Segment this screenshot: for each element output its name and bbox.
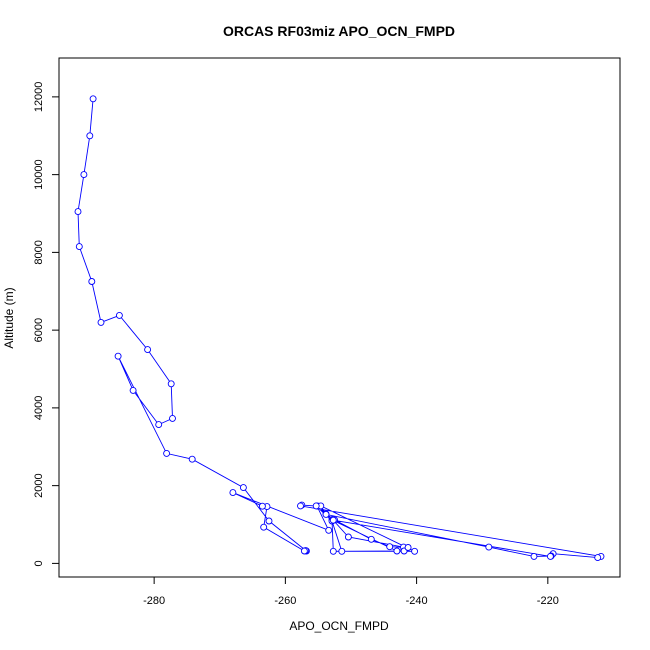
data-point (594, 554, 602, 562)
data-point (239, 484, 247, 492)
data-point (97, 318, 105, 326)
data-point (129, 386, 137, 394)
data-point (114, 352, 122, 360)
data-point (338, 547, 346, 555)
data-point (86, 132, 94, 140)
y-tick-label: 10000 (33, 159, 45, 190)
series-layer (74, 95, 605, 562)
data-point (260, 523, 268, 531)
data-point (88, 278, 96, 285)
data-point (258, 502, 266, 510)
data-point (155, 421, 163, 429)
plot-frame (58, 57, 621, 578)
data-point (530, 552, 538, 560)
data-point (393, 547, 401, 555)
data-point (80, 171, 88, 179)
chart-title: ORCAS RF03miz APO_OCN_FMPD (223, 23, 455, 39)
x-tick-label: -280 (143, 595, 165, 607)
data-point (329, 547, 337, 555)
y-tick-label: 4000 (33, 396, 45, 420)
data-point (386, 543, 394, 551)
x-tick-label: -260 (274, 595, 296, 607)
data-point (144, 346, 152, 354)
data-point (300, 547, 308, 555)
data-point (89, 95, 97, 103)
data-point (322, 510, 330, 518)
y-tick-label: 8000 (33, 240, 45, 264)
x-tick-label: -240 (406, 595, 428, 607)
data-point (265, 517, 273, 525)
y-axis: 0 2000 4000 6000 8000 10000 12000 (33, 82, 59, 566)
data-point (325, 526, 333, 534)
x-tick-label: -220 (537, 595, 559, 607)
data-point (74, 208, 82, 216)
data-point (169, 414, 176, 422)
x-axis: -280 -260 -240 -220 (143, 577, 559, 607)
data-point (167, 380, 175, 388)
y-tick-label: 0 (33, 560, 45, 566)
data-point (344, 533, 352, 541)
data-point (229, 489, 237, 497)
y-tick-label: 2000 (33, 473, 45, 497)
data-point (312, 502, 320, 510)
data-point (546, 552, 554, 560)
data-point (411, 547, 419, 555)
data-point (485, 543, 493, 551)
data-point (188, 455, 196, 463)
y-axis-title: Altitude (m) (2, 287, 16, 348)
series-line (77, 98, 603, 559)
data-point (115, 311, 123, 319)
y-tick-label: 6000 (33, 318, 45, 342)
data-point (329, 516, 337, 524)
data-point (297, 502, 304, 510)
data-point (75, 243, 83, 251)
data-point (163, 449, 171, 457)
y-tick-label: 12000 (33, 82, 45, 113)
data-point (404, 544, 412, 551)
x-axis-title: APO_OCN_FMPD (289, 619, 389, 633)
data-point (367, 535, 375, 543)
